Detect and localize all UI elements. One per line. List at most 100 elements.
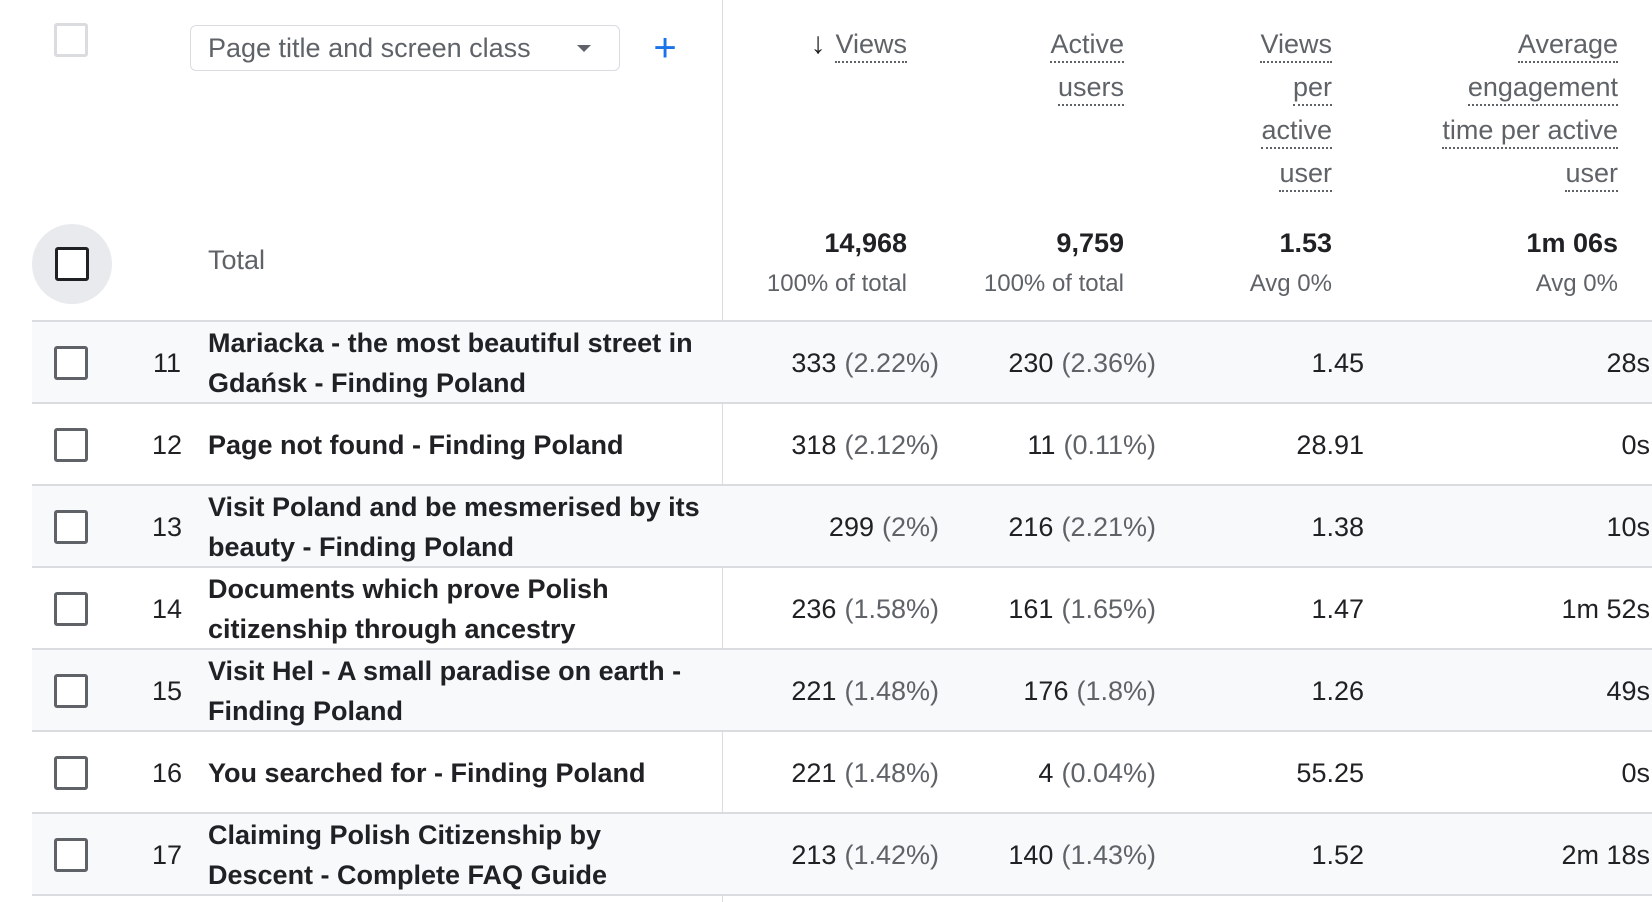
row-checkbox[interactable]: [54, 428, 88, 462]
column-header-label-line: per: [1292, 70, 1332, 106]
row-index: 14: [151, 593, 183, 624]
sort-descending-icon[interactable]: ↓: [810, 27, 826, 60]
cell-value: 161: [1008, 593, 1054, 624]
totals-active-users: 9,759 100% of total: [984, 226, 1124, 298]
row-checkbox[interactable]: [54, 592, 88, 626]
row-avg-engagement-time: 28s: [1606, 347, 1650, 378]
row-index: 11: [152, 347, 182, 378]
row-divider: [32, 648, 1652, 650]
dimension-dropdown[interactable]: Page title and screen class: [190, 25, 620, 71]
table-divider: [32, 320, 1652, 322]
column-header-label-line: active: [1261, 113, 1332, 149]
cell-percent: (0.04%): [1061, 757, 1156, 788]
column-header-label-line: time per active: [1442, 113, 1618, 149]
totals-avg-engagement-time: 1m 06s Avg 0%: [1526, 226, 1618, 298]
cell-value: 333: [791, 347, 837, 378]
row-divider: [32, 894, 1652, 896]
totals-subtext: 100% of total: [983, 270, 1124, 297]
row-active-users: 216 (2.21%): [1008, 486, 1156, 568]
column-header-label-line: engagement: [1467, 70, 1618, 106]
column-header-label-line: Average: [1517, 27, 1618, 63]
column-header-views[interactable]: ↓ Views: [707, 24, 907, 67]
row-index: 16: [151, 757, 183, 788]
cell-value: 221: [791, 757, 837, 788]
chevron-down-icon: [577, 45, 591, 52]
row-divider: [32, 730, 1652, 732]
row-views-per-active-user: 55.25: [1296, 757, 1364, 788]
row-views-per-active-user: 1.52: [1311, 839, 1364, 870]
row-checkbox[interactable]: [54, 510, 88, 544]
column-header-label-line: user: [1279, 156, 1332, 192]
row-views-per-active-user: 1.45: [1311, 347, 1364, 378]
table-row[interactable]: 16 You searched for - Finding Poland 221…: [32, 732, 1652, 814]
cell-value: 221: [791, 675, 837, 706]
row-active-users: 11 (0.11%): [1027, 404, 1156, 486]
row-avg-engagement-time: 0s: [1621, 429, 1650, 460]
row-checkbox[interactable]: [54, 346, 88, 380]
row-views: 299 (2%): [829, 486, 939, 568]
table-row[interactable]: 15 Visit Hel - A small paradise on earth…: [32, 650, 1652, 732]
cell-percent: (2%): [881, 511, 939, 542]
cell-value: 299: [828, 511, 874, 542]
row-views: 236 (1.58%): [791, 568, 939, 650]
row-index: 13: [151, 511, 183, 542]
row-active-users: 230 (2.36%): [1008, 322, 1156, 404]
row-views: 318 (2.12%): [791, 404, 939, 486]
row-avg-engagement-time: 0s: [1621, 757, 1650, 788]
cell-percent: (1.8%): [1076, 675, 1156, 706]
header-checkbox[interactable]: [54, 23, 88, 57]
row-divider: [32, 812, 1652, 814]
row-checkbox[interactable]: [54, 674, 88, 708]
totals-views-per-active-user: 1.53 Avg 0%: [1250, 226, 1332, 298]
table-row[interactable]: 14 Documents which prove Polish citizens…: [32, 568, 1652, 650]
totals-checkbox[interactable]: [55, 247, 89, 281]
table-row[interactable]: 13 Visit Poland and be mesmerised by its…: [32, 486, 1652, 568]
cell-value: 236: [791, 593, 837, 624]
column-header-label-line: Views: [1260, 27, 1332, 63]
table-row[interactable]: 12 Page not found - Finding Poland 318 (2…: [32, 404, 1652, 486]
row-views: 221 (1.48%): [791, 650, 939, 732]
cell-percent: (2.36%): [1061, 347, 1156, 378]
row-views: 333 (2.22%): [791, 322, 939, 404]
totals-value: 9,759: [1056, 228, 1124, 258]
totals-value: 1m 06s: [1526, 228, 1618, 258]
totals-subtext: Avg 0%: [1249, 270, 1332, 297]
cell-value: 318: [791, 429, 837, 460]
row-views-per-active-user: 28.91: [1296, 429, 1364, 460]
row-page-title: Claiming Polish Citizenship by Descent -…: [208, 820, 608, 890]
cell-percent: (1.48%): [844, 757, 939, 788]
table-row[interactable]: 17 Claiming Polish Citizenship by Descen…: [32, 814, 1652, 896]
row-avg-engagement-time: 49s: [1606, 675, 1650, 706]
row-divider: [32, 484, 1652, 486]
row-views: 213 (1.42%): [791, 814, 939, 896]
cell-value: 140: [1008, 839, 1054, 870]
row-index: 17: [151, 839, 183, 870]
row-active-users: 4 (0.04%): [1038, 732, 1156, 814]
cell-percent: (2.22%): [844, 347, 939, 378]
row-checkbox[interactable]: [54, 838, 88, 872]
cell-value: 11: [1027, 429, 1056, 460]
column-header-views-label: Views: [835, 27, 907, 63]
row-active-users: 176 (1.8%): [1023, 650, 1156, 732]
row-active-users: 161 (1.65%): [1008, 568, 1156, 650]
row-page-title: Mariacka - the most beautiful street in …: [208, 328, 693, 398]
column-header-label-line: Active: [1050, 27, 1124, 63]
totals-subtext: 100% of total: [766, 270, 907, 297]
row-avg-engagement-time: 1m 52s: [1561, 593, 1650, 624]
table-row[interactable]: 11 Mariacka - the most beautiful street …: [32, 322, 1652, 404]
row-checkbox[interactable]: [54, 756, 88, 790]
cell-percent: (1.42%): [844, 839, 939, 870]
cell-percent: (1.43%): [1061, 839, 1156, 870]
add-dimension-button[interactable]: +: [653, 26, 677, 70]
cell-value: 213: [791, 839, 837, 870]
totals-label: Total: [208, 245, 266, 275]
cell-percent: (2.12%): [844, 429, 939, 460]
column-header-active-users[interactable]: Active users: [924, 24, 1124, 110]
totals-views: 14,968 100% of total: [767, 226, 907, 298]
cell-percent: (1.48%): [844, 675, 939, 706]
column-header-average-engagement-time[interactable]: Average engagement time per active user: [1378, 24, 1618, 196]
row-active-users: 140 (1.43%): [1008, 814, 1156, 896]
cell-percent: (2.21%): [1061, 511, 1156, 542]
column-header-views-per-active-user[interactable]: Views per active user: [1152, 24, 1332, 196]
